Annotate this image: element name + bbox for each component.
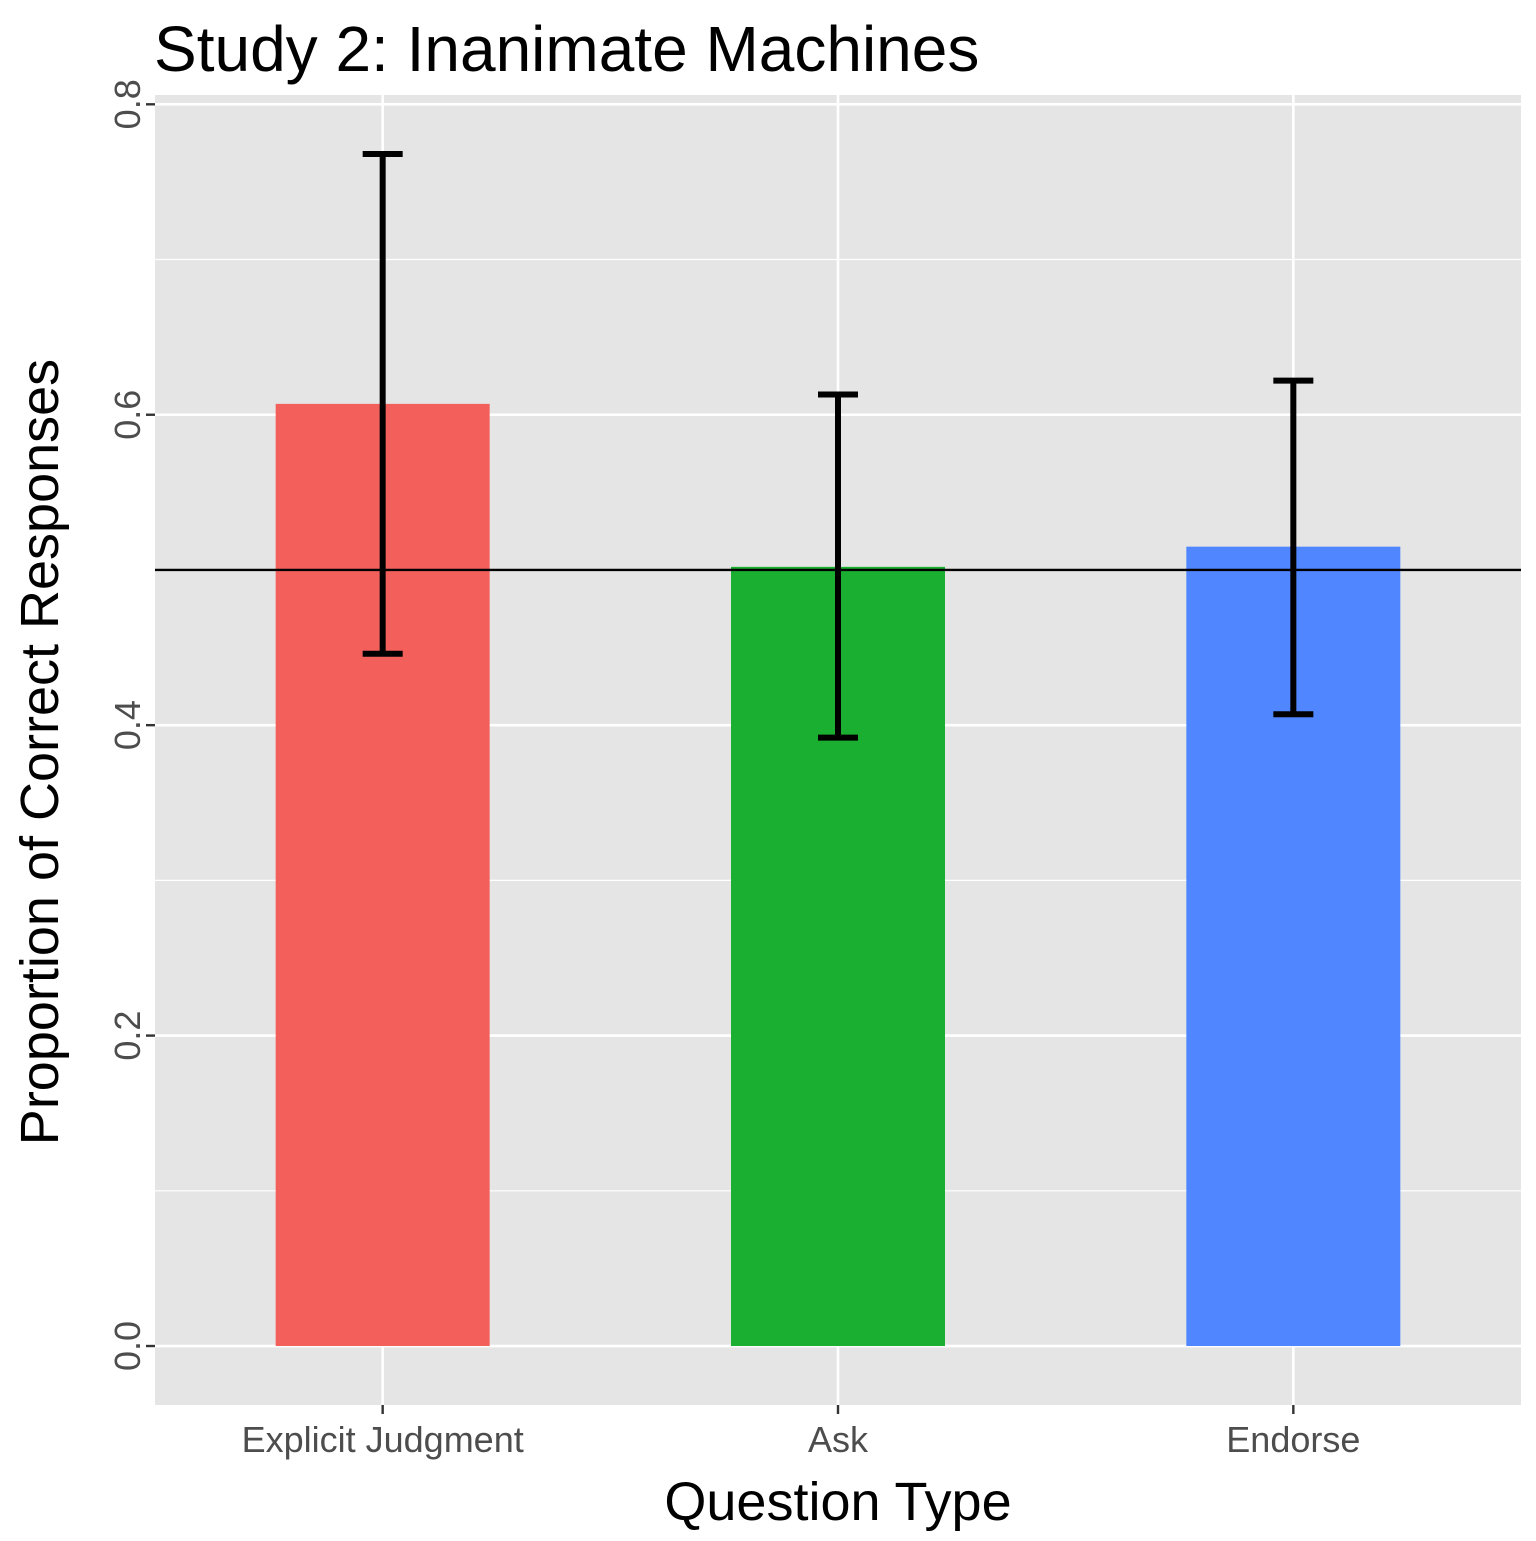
y-axis: 0.0 0.2 0.4 0.6 0.8 [107,79,155,1371]
error-bars [362,150,1314,741]
y-axis-title: Proportion of Correct Responses [10,359,70,1145]
x-tick-label: Endorse [1226,1419,1360,1460]
error-bar [362,150,403,657]
y-tick-label: 0.2 [107,1011,148,1061]
x-tick-label: Explicit Judgment [242,1419,524,1460]
error-bar [818,391,858,741]
y-tick-label: 0.8 [107,79,148,129]
error-bar [1273,377,1314,718]
y-tick-label: 0.4 [107,700,148,750]
y-tick-label: 0.0 [107,1321,148,1371]
x-tick-label: Ask [808,1419,869,1460]
x-axis-title: Question Type [664,1472,1011,1532]
y-tick-label: 0.6 [107,390,148,440]
x-axis: Explicit Judgment Ask Endorse [242,1405,1360,1460]
chart-title: Study 2: Inanimate Machines [154,13,979,85]
